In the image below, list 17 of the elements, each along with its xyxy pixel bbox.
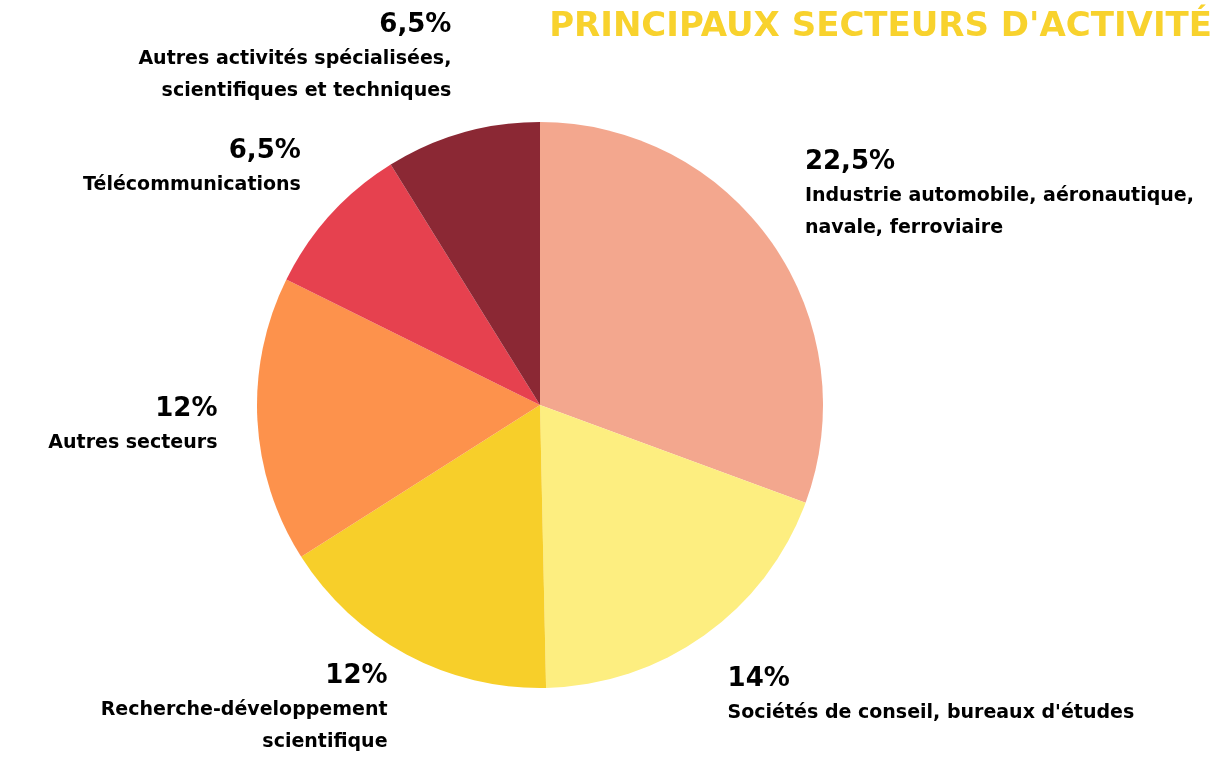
data-label: 12% [155,391,218,422]
pie-slice [257,279,540,557]
chart-title: PRINCIPAUX SECTEURS D'ACTIVITÉ [549,4,1212,44]
data-label: 14% [727,661,790,692]
slice-label: Autres activités spécialisées, scientifiques et techniques [138,46,452,100]
slice-label: Autres secteurs [48,429,218,452]
data-label: 6,5% [379,8,452,38]
pie-slice [390,122,540,405]
pie-slice [540,405,806,688]
pie-slice [301,405,547,688]
slice-label: Sociétés de conseil, bureaux d'études [727,699,1135,722]
slice-label: Industrie automobile, aéronautique, navale, ferroviaire [804,182,1194,237]
slice-label: Recherche-développement scientifique [100,697,388,751]
data-label: 12% [325,659,388,689]
data-label: 22,5% [804,144,896,175]
slice-label: Télécommunications [83,172,301,195]
data-label: 6,5% [228,134,301,165]
